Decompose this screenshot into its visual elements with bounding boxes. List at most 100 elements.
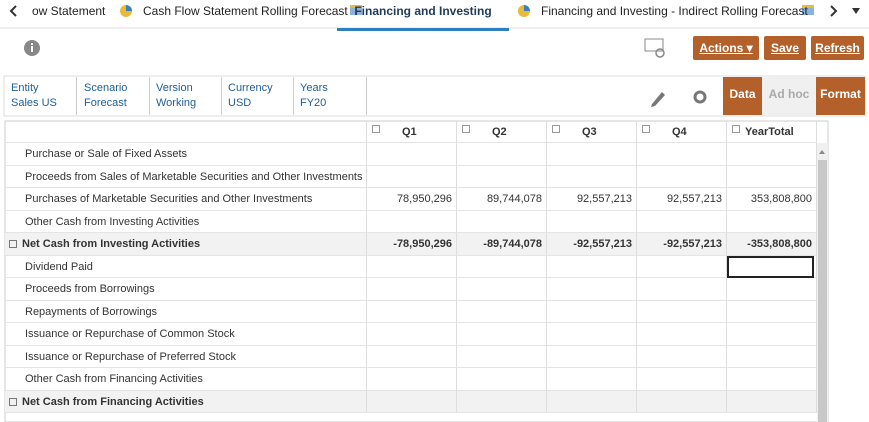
- selected-cell[interactable]: [727, 255, 814, 278]
- pov-item[interactable]: Entity Sales US: [5, 77, 77, 115]
- data-cell[interactable]: 78,950,296: [367, 188, 457, 211]
- data-cell[interactable]: [457, 300, 547, 323]
- row-label: Purchases of Marketable Securities and O…: [5, 188, 367, 211]
- data-cell[interactable]: 353,808,800: [727, 188, 817, 211]
- data-cell[interactable]: [727, 210, 817, 233]
- data-cell[interactable]: [367, 345, 457, 368]
- data-cell[interactable]: [547, 210, 637, 233]
- data-cell[interactable]: [547, 390, 637, 413]
- row-label: Repayments of Borrowings: [5, 300, 367, 323]
- data-cell[interactable]: [637, 300, 727, 323]
- data-cell[interactable]: [367, 210, 457, 233]
- data-cell[interactable]: [637, 143, 727, 166]
- row-label: Proceeds from Borrowings: [5, 278, 367, 301]
- data-cell[interactable]: 92,557,213: [547, 188, 637, 211]
- pov-label: Entity: [11, 82, 39, 94]
- expand-icon[interactable]: [552, 125, 560, 133]
- data-cell[interactable]: [727, 143, 817, 166]
- collapse-icon[interactable]: [9, 397, 17, 406]
- data-cell[interactable]: [457, 278, 547, 301]
- data-cell[interactable]: [637, 278, 727, 301]
- data-cell[interactable]: [457, 390, 547, 413]
- data-cell[interactable]: -78,950,296: [367, 233, 457, 256]
- data-cell[interactable]: -92,557,213: [547, 233, 637, 256]
- data-cell[interactable]: 92,557,213: [637, 188, 727, 211]
- data-cell[interactable]: [457, 210, 547, 233]
- pov-item[interactable]: Currency USD: [222, 77, 294, 115]
- tab[interactable]: Financing and Investing - Indirect Rolli…: [541, 4, 808, 18]
- pov-label: Years: [300, 82, 328, 94]
- pov-value: FY20: [300, 97, 327, 109]
- data-cell[interactable]: -89,744,078: [457, 233, 547, 256]
- expand-icon[interactable]: [732, 125, 740, 133]
- data-cell[interactable]: [457, 345, 547, 368]
- column-header: Q4: [637, 121, 727, 143]
- mode-tab[interactable]: Data: [723, 77, 762, 115]
- save-button[interactable]: Save: [764, 36, 806, 60]
- row-label: Purchase or Sale of Fixed Assets: [5, 143, 367, 166]
- data-cell[interactable]: 89,744,078: [457, 188, 547, 211]
- data-cell[interactable]: [367, 278, 457, 301]
- data-cell[interactable]: -92,557,213: [637, 233, 727, 256]
- data-cell[interactable]: [727, 390, 817, 413]
- refresh-button[interactable]: Refresh: [811, 36, 864, 60]
- collapse-icon[interactable]: [9, 240, 17, 248]
- expand-icon[interactable]: [462, 125, 470, 133]
- data-cell[interactable]: [367, 143, 457, 166]
- data-cell[interactable]: [367, 390, 457, 413]
- column-header: Q1: [367, 121, 457, 143]
- tab[interactable]: ow Statement: [32, 4, 106, 18]
- data-cell[interactable]: [367, 323, 457, 346]
- data-cell[interactable]: [547, 278, 637, 301]
- data-cell[interactable]: [367, 368, 457, 391]
- data-cell[interactable]: [457, 143, 547, 166]
- data-cell[interactable]: [637, 255, 727, 278]
- data-cell[interactable]: [637, 368, 727, 391]
- mode-tab[interactable]: Ad hoc: [762, 77, 816, 115]
- row-label: Proceeds from Sales of Marketable Securi…: [5, 165, 367, 188]
- row-label: Issuance or Repurchase of Common Stock: [5, 323, 367, 346]
- data-cell[interactable]: [637, 165, 727, 188]
- pov-item[interactable]: Version Working: [150, 77, 222, 115]
- data-cell[interactable]: [727, 345, 817, 368]
- data-cell[interactable]: [367, 300, 457, 323]
- row-label: Other Cash from Investing Activities: [5, 210, 367, 233]
- column-header: Q3: [547, 121, 637, 143]
- data-cell[interactable]: [547, 368, 637, 391]
- data-cell[interactable]: [727, 300, 817, 323]
- column-header: YearTotal: [727, 121, 817, 143]
- data-cell[interactable]: [727, 368, 817, 391]
- data-cell[interactable]: [547, 143, 637, 166]
- pov-value: Working: [156, 97, 197, 109]
- data-cell[interactable]: [727, 165, 817, 188]
- data-cell[interactable]: [457, 165, 547, 188]
- data-cell[interactable]: [637, 323, 727, 346]
- data-cell[interactable]: [547, 345, 637, 368]
- expand-icon[interactable]: [372, 125, 380, 133]
- data-cell[interactable]: [727, 323, 817, 346]
- data-cell[interactable]: [547, 323, 637, 346]
- data-cell[interactable]: [367, 165, 457, 188]
- tab[interactable]: Financing and Investing: [337, 0, 509, 31]
- mode-tab[interactable]: Format: [816, 77, 865, 115]
- pov-item[interactable]: Years FY20: [294, 77, 367, 115]
- actions-button[interactable]: Actions ▾: [693, 36, 759, 60]
- data-cell[interactable]: [457, 255, 547, 278]
- data-cell[interactable]: [547, 300, 637, 323]
- expand-icon[interactable]: [642, 125, 650, 133]
- tab[interactable]: Cash Flow Statement Rolling Forecast: [143, 4, 348, 18]
- data-cell[interactable]: [637, 345, 727, 368]
- column-header: Q2: [457, 121, 547, 143]
- pov-value: Sales US: [11, 97, 57, 109]
- data-cell[interactable]: [547, 255, 637, 278]
- pov-label: Currency: [228, 82, 273, 94]
- data-cell[interactable]: [547, 165, 637, 188]
- data-cell[interactable]: -353,808,800: [727, 233, 817, 256]
- data-cell[interactable]: [637, 210, 727, 233]
- data-cell[interactable]: [637, 390, 727, 413]
- data-cell[interactable]: [457, 323, 547, 346]
- data-cell[interactable]: [727, 278, 817, 301]
- pov-item[interactable]: Scenario Forecast: [78, 77, 150, 115]
- data-cell[interactable]: [457, 368, 547, 391]
- data-cell[interactable]: [367, 255, 457, 278]
